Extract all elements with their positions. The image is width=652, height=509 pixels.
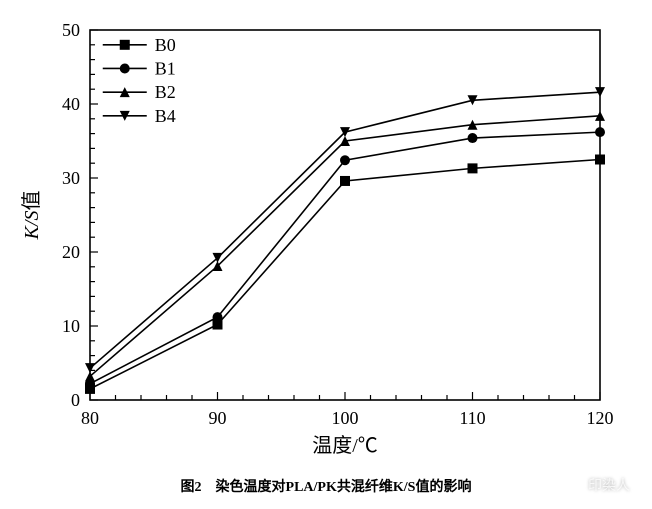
marker-square	[595, 155, 605, 165]
legend-label: B1	[155, 58, 176, 78]
marker-circle	[120, 63, 130, 73]
y-tick-label: 10	[62, 316, 80, 336]
y-tick-label: 40	[62, 94, 80, 114]
x-tick-label: 100	[332, 408, 359, 428]
y-axis-label: K/S值	[20, 191, 43, 241]
marker-square	[340, 176, 350, 186]
x-tick-label: 110	[459, 408, 485, 428]
y-tick-label: 20	[62, 242, 80, 262]
y-tick-label: 50	[62, 20, 80, 40]
legend-label: B2	[155, 82, 176, 102]
x-tick-label: 90	[209, 408, 227, 428]
marker-circle	[468, 133, 478, 143]
marker-square	[468, 163, 478, 173]
figure-caption: 图2 染色温度对PLA/PK共混纤维K/S值的影响	[0, 476, 652, 496]
marker-circle	[213, 312, 223, 322]
ks-vs-temperature-chart: 80 90 100 110 120 0 10 20 30 40 50 温度/℃ K/S值 B0 B1 B2 B4	[0, 0, 652, 470]
watermark-text: 印染人	[588, 475, 630, 495]
marker-circle	[595, 127, 605, 137]
marker-square	[120, 40, 130, 50]
marker-circle	[340, 155, 350, 165]
legend-label: B4	[155, 106, 176, 126]
legend-label: B0	[155, 35, 176, 55]
watermark: 印染人	[566, 475, 630, 495]
y-tick-label: 0	[71, 390, 80, 410]
x-tick-label: 80	[81, 408, 99, 428]
x-tick-label: 120	[587, 408, 614, 428]
wechat-icon	[566, 476, 584, 494]
x-axis-label: 温度/℃	[312, 434, 378, 457]
y-tick-label: 30	[62, 168, 80, 188]
